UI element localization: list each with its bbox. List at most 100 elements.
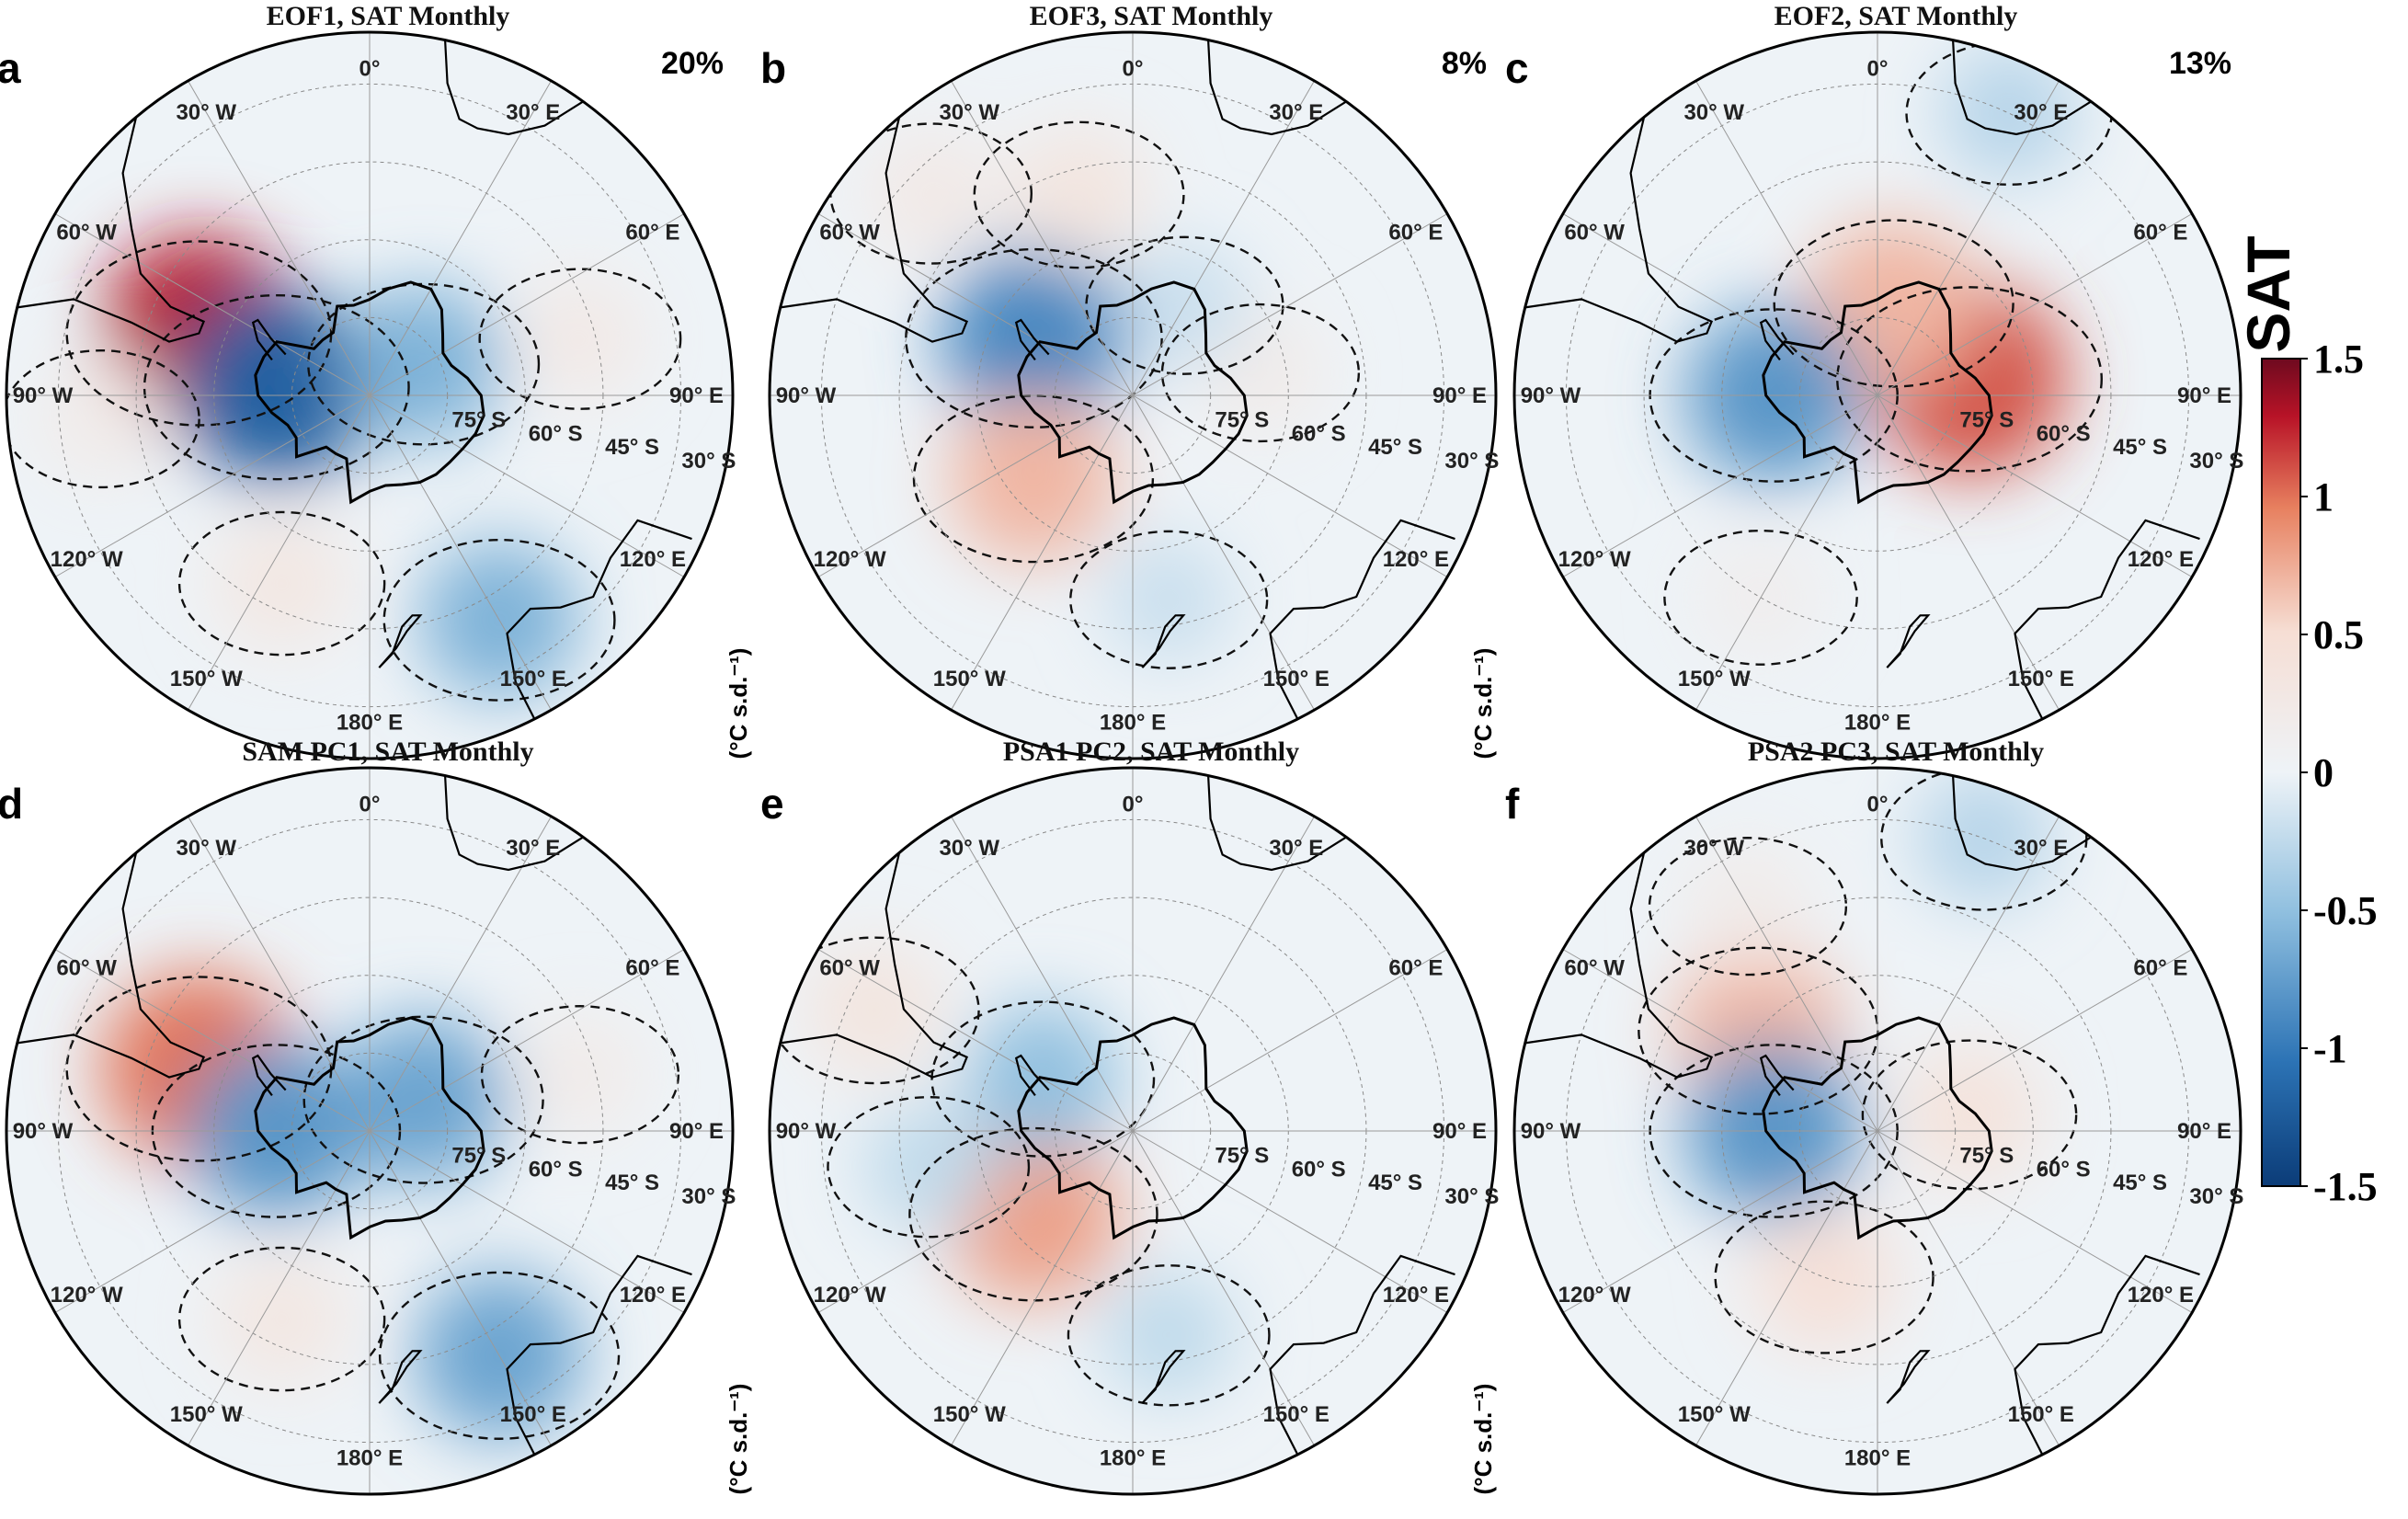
longitude-label: 120° W (814, 1283, 886, 1308)
meridian-line (369, 816, 552, 1132)
contour-line (1663, 529, 1858, 666)
contour-line (930, 1000, 1156, 1158)
latitude-label: 60° S (529, 1157, 583, 1182)
map-panel-b: 0° 30° E 60° E 90° E 120° E 150° E 180° E 150° … (725, 1, 1499, 760)
graticule (770, 32, 1496, 759)
longitude-label: 150° E (2008, 667, 2074, 691)
meridian-line (1562, 1130, 1878, 1313)
peninsula-coast (1014, 1054, 1050, 1097)
latitude-label: 45° S (2113, 435, 2167, 460)
meridian-line (1132, 213, 1448, 396)
anomaly-blob (949, 394, 1118, 564)
panel-title: EOF2, SAT Monthly (1775, 1, 2018, 31)
meridian-line (951, 1130, 1134, 1446)
contour-line (1861, 1039, 2078, 1191)
longitude-label: 120° W (814, 547, 886, 572)
anomaly-blob (514, 273, 646, 405)
new-zealand-coast (1886, 1350, 1931, 1404)
longitude-label: 60° W (56, 955, 117, 980)
africa-coast (444, 40, 584, 136)
contour-line (177, 1246, 386, 1392)
latitude-label: 45° S (605, 435, 659, 460)
meridian-line (817, 1130, 1134, 1313)
explained-variance: 8% (1442, 46, 1487, 81)
contour-line (480, 1005, 680, 1145)
meridian-line (1562, 949, 1878, 1132)
longitude-label: 120° W (51, 547, 123, 572)
antarctica-coast (1017, 1016, 1249, 1240)
longitude-label: 90° E (669, 383, 724, 408)
contour-line (6, 348, 200, 489)
longitude-label: 150° W (1678, 667, 1751, 691)
contour-line (770, 936, 980, 1085)
panel-letter: b (760, 44, 786, 92)
coastlines (17, 40, 692, 720)
longitude-label: 0° (1867, 57, 1889, 82)
longitude-label: 30° E (506, 100, 560, 125)
latitude-label: 30° S (681, 449, 736, 474)
map-panel-f: 0° 30° E 60° E 90° E 120° E 150° E 180° E 150° … (1469, 737, 2243, 1496)
contour-line (827, 1095, 1031, 1239)
africa-coast (1207, 775, 1347, 872)
longitude-label: 90° W (776, 383, 837, 408)
panel-letter: f (1505, 780, 1520, 828)
unit-label: (°C s.d.⁻¹) (725, 1384, 752, 1495)
meridian-line (1877, 1130, 2193, 1313)
colorbar-scale (2261, 358, 2301, 1187)
contour-line (302, 1015, 544, 1184)
anomaly-blob (1750, 1203, 1899, 1352)
south-america-coast (780, 852, 969, 1079)
latitude-label: 30° S (681, 1184, 736, 1209)
meridian-line (951, 816, 1134, 1132)
longitude-label: 180° E (337, 1446, 403, 1471)
longitude-label: 120° W (51, 1283, 123, 1308)
panel-letter: c (1505, 44, 1529, 92)
latitude-label: 45° S (1368, 1171, 1422, 1195)
anomaly-field (1673, 771, 2052, 1352)
longitude-label: 150° W (1678, 1402, 1751, 1427)
longitude-label: 150° W (170, 667, 243, 691)
contour-line (1067, 1264, 1271, 1407)
longitude-label: 60° W (819, 220, 880, 245)
longitude-label: 30° E (2014, 100, 2068, 125)
meridian-line (369, 949, 685, 1132)
colorbar-tick-label: 1.5 (2313, 337, 2364, 382)
longitude-label: 180° E (1100, 711, 1166, 736)
map-panel-c: 0° 30° E 60° E 90° E 120° E 150° E 180° E 150° … (1469, 1, 2243, 760)
meridian-line (951, 80, 1134, 396)
colorbar-tick-label: -1 (2313, 1026, 2347, 1071)
meridian-line (1877, 949, 2193, 1132)
longitude-label: 60° W (56, 220, 117, 245)
new-zealand-coast (1886, 614, 1931, 668)
meridian-line (951, 394, 1134, 711)
anomaly-blob (1105, 536, 1233, 664)
longitude-label: 120° E (1383, 547, 1449, 572)
map-panel-e: 0° 30° E 60° E 90° E 120° E 150° E 180° E 150° … (725, 737, 1499, 1496)
longitude-label: 60° E (1388, 220, 1443, 245)
contour-line (1069, 530, 1269, 669)
panel-letter: a (0, 44, 21, 92)
africa-coast (1952, 40, 2092, 136)
longitude-label: 120° E (2128, 547, 2194, 572)
meridian-line (817, 394, 1134, 577)
peninsula-coast (1759, 1054, 1795, 1097)
latitude-label: 75° S (1959, 1144, 2014, 1169)
map-panel-d: 0° 30° E 60° E 90° E 120° E 150° E 180° E 150° … (0, 737, 736, 1496)
contour-line (378, 1271, 621, 1440)
longitude-label: 120° E (620, 1283, 686, 1308)
latitude-label: 60° S (1292, 1157, 1346, 1182)
longitude-label: 90° W (13, 1119, 74, 1144)
panel-letter: e (760, 780, 784, 828)
longitude-label: 60° W (1564, 955, 1625, 980)
coastlines (17, 775, 692, 1456)
antarctica-coast (1762, 280, 1993, 505)
longitude-label: 30° E (1269, 836, 1323, 861)
longitude-label: 90° E (2177, 383, 2231, 408)
australia-coast (506, 1254, 692, 1456)
longitude-label: 30° W (939, 836, 999, 861)
contour-lines (770, 936, 1271, 1407)
meridian-line (817, 949, 1134, 1132)
meridian-line (369, 394, 685, 577)
longitude-label: 120° E (620, 547, 686, 572)
meridian-line (1132, 80, 1315, 396)
